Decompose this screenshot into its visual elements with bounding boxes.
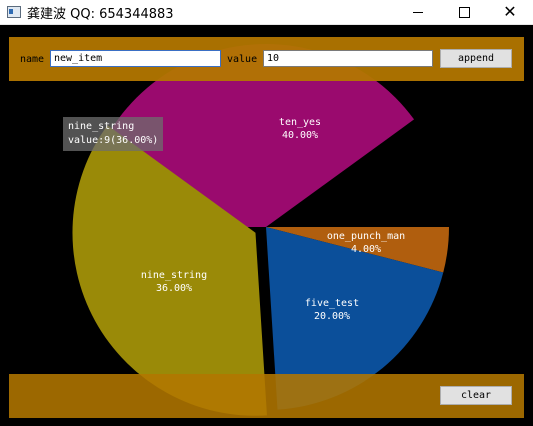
- clear-button[interactable]: clear: [440, 386, 512, 405]
- pie-slice-five-test[interactable]: [266, 227, 444, 410]
- value-input[interactable]: 10: [263, 50, 433, 67]
- tooltip-value: value:9(36.00%): [68, 135, 159, 146]
- slice-percent-nine-string: 36.00%: [155, 283, 193, 294]
- title-bar: 龚建波 QQ: 654344883 ✕: [0, 0, 533, 25]
- slice-name-nine-string: nine_string: [140, 270, 208, 281]
- chart-canvas[interactable]: ten_yes 40.00% one_punch_man 4.00% five_…: [0, 25, 533, 426]
- input-toolbar: name new_item value 10 append: [9, 37, 524, 81]
- slice-percent-ten-yes: 40.00%: [281, 130, 319, 141]
- slice-label-nine-string: nine_string 36.00%: [134, 269, 214, 295]
- action-toolbar: clear: [9, 374, 524, 418]
- slice-name-five-test: five_test: [304, 298, 360, 309]
- pie-chart[interactable]: [0, 25, 533, 426]
- pie-slice-nine-string[interactable]: [72, 125, 267, 416]
- name-input[interactable]: new_item: [50, 50, 221, 67]
- append-button[interactable]: append: [440, 49, 512, 68]
- slice-label-ten-yes: ten_yes 40.00%: [270, 116, 330, 142]
- slice-tooltip: nine_string value:9(36.00%): [63, 117, 164, 151]
- slice-label-five-test: five_test 20.00%: [300, 297, 364, 323]
- slice-percent-one-punch-man: 4.00%: [350, 244, 382, 255]
- minimize-icon: [413, 11, 423, 13]
- close-button[interactable]: ✕: [487, 0, 533, 24]
- pie-slice-one-punch-man[interactable]: [266, 227, 449, 273]
- tooltip-name: nine_string: [68, 121, 135, 132]
- slice-name-one-punch-man: one_punch_man: [326, 231, 406, 242]
- slice-label-one-punch-man: one_punch_man 4.00%: [324, 230, 408, 256]
- slice-percent-five-test: 20.00%: [313, 311, 351, 322]
- value-label: value: [227, 54, 258, 65]
- slice-name-ten-yes: ten_yes: [278, 117, 322, 128]
- maximize-button[interactable]: [441, 0, 487, 24]
- app-icon: [7, 6, 21, 18]
- window-title: 龚建波 QQ: 654344883: [27, 6, 174, 22]
- minimize-button[interactable]: [395, 0, 441, 24]
- close-icon: ✕: [503, 2, 517, 21]
- name-label: name: [20, 54, 45, 65]
- maximize-icon: [458, 6, 470, 18]
